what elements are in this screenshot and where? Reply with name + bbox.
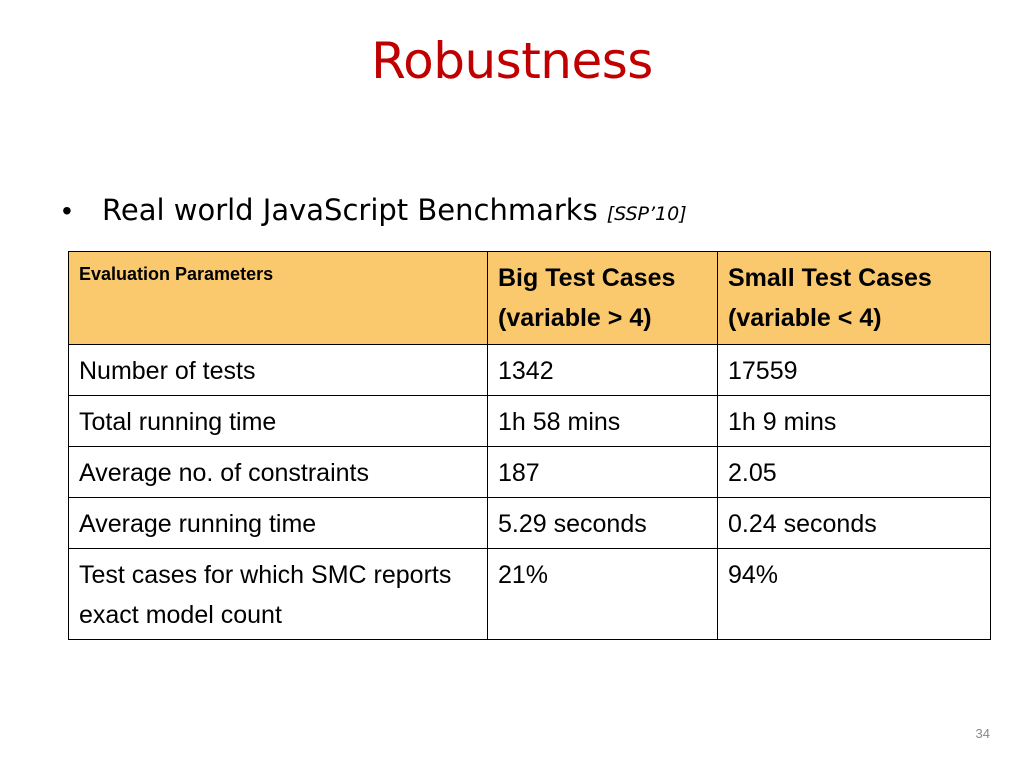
table-row: Test cases for which SMC reports exact m… (68, 548, 991, 640)
bullet-item: • Real world JavaScript Benchmarks [SSP’… (62, 190, 687, 230)
table-row: Average no. of constraints 187 2.05 (68, 446, 991, 498)
results-table: Evaluation Parameters Big Test Cases (va… (68, 251, 991, 640)
table-cell: 21% (487, 548, 718, 640)
bullet-citation: [SSP’10] (606, 203, 687, 225)
bullet-text: Real world JavaScript Benchmarks (102, 193, 598, 227)
bullet-dot-icon: • (62, 195, 72, 226)
header-small-test-cases: Small Test Cases (variable < 4) (717, 251, 991, 345)
header-evaluation-parameters: Evaluation Parameters (68, 251, 488, 345)
table-cell: 1342 (487, 344, 718, 396)
table-cell: Test cases for which SMC reports exact m… (68, 548, 488, 640)
slide-title: Robustness (371, 32, 653, 90)
table-row: Average running time 5.29 seconds 0.24 s… (68, 497, 991, 549)
table-cell: 17559 (717, 344, 991, 396)
table-row: Total running time 1h 58 mins 1h 9 mins (68, 395, 991, 447)
table-cell: Total running time (68, 395, 488, 447)
table-cell: Average running time (68, 497, 488, 549)
table-cell: Number of tests (68, 344, 488, 396)
table-cell: 187 (487, 446, 718, 498)
table-cell: 1h 9 mins (717, 395, 991, 447)
table-header-row: Evaluation Parameters Big Test Cases (va… (68, 251, 991, 345)
header-big-test-cases: Big Test Cases (variable > 4) (487, 251, 718, 345)
table-cell: Average no. of constraints (68, 446, 488, 498)
table-cell: 1h 58 mins (487, 395, 718, 447)
table-cell: 94% (717, 548, 991, 640)
table-row: Number of tests 1342 17559 (68, 344, 991, 396)
table-cell: 5.29 seconds (487, 497, 718, 549)
table-cell: 2.05 (717, 446, 991, 498)
page-number: 34 (975, 726, 990, 741)
table-cell: 0.24 seconds (717, 497, 991, 549)
